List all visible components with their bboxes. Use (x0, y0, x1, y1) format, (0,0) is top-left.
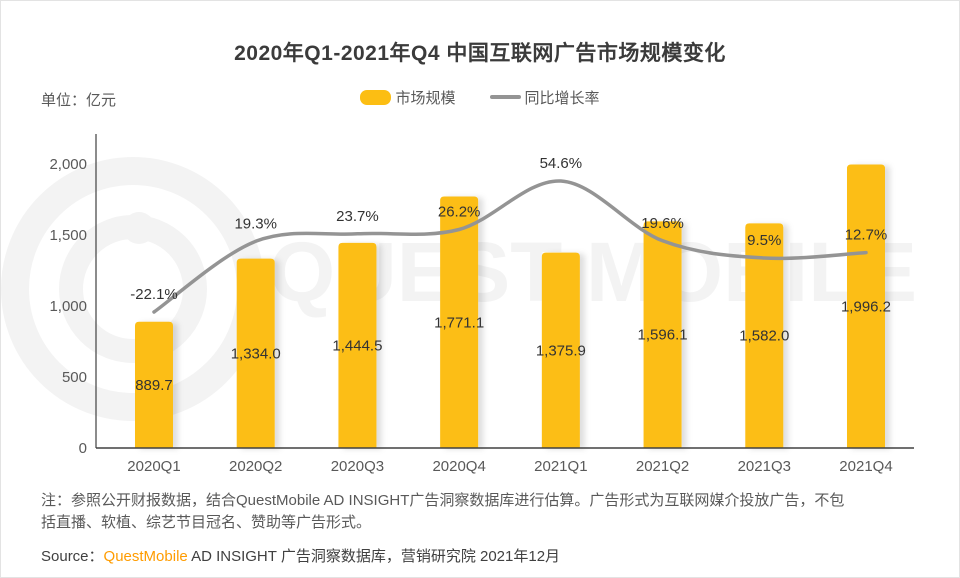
legend-item-growth-rate: 同比增长率 (489, 87, 600, 108)
legend-line-label: 同比增长率 (524, 89, 600, 107)
footnote-line-1: 注：参照公开财报数据，结合QuestMobile AD INSIGHT广告洞察数… (41, 492, 845, 509)
footnote-line-2: 括直播、软植、综艺节目冠名、赞助等广告形式。 (41, 514, 372, 531)
x-tick-label-2020Q2: 2020Q2 (229, 458, 282, 475)
bar-value-label-2020Q2: 1,334.0 (231, 345, 281, 362)
growth-label-2021Q4: 12.7% (845, 227, 888, 244)
bar-2020Q3 (338, 242, 377, 448)
y-tick-label: 2,000 (49, 156, 87, 173)
y-tick-label: 1,000 (49, 298, 87, 315)
unit-label: 单位：亿元 (41, 92, 117, 109)
bar-value-label-2020Q3: 1,444.5 (332, 337, 382, 354)
footnote: 注：参照公开财报数据，结合QuestMobile AD INSIGHT广告洞察数… (41, 490, 941, 534)
bars-group (135, 164, 885, 448)
y-tick-label: 0 (79, 440, 87, 457)
y-tick-label: 1,500 (49, 227, 87, 244)
x-tick-label-2020Q3: 2020Q3 (331, 458, 384, 475)
legend-item-market-size: 市场规模 (360, 87, 456, 108)
source-suffix: AD INSIGHT 广告洞察数据库，营销研究院 2021年12月 (187, 548, 561, 565)
bar-2021Q1 (541, 252, 580, 448)
legend: 市场规模 同比增长率 (1, 87, 959, 107)
legend-bar-label: 市场规模 (395, 89, 456, 107)
line-series-swatch (489, 95, 521, 99)
bar-value-label-2021Q4: 1,996.2 (841, 298, 891, 315)
growth-label-2021Q3: 9.5% (747, 232, 781, 249)
x-tick-label-2021Q1: 2021Q1 (534, 458, 587, 475)
bar-2021Q4 (846, 164, 885, 448)
y-tick-label: 500 (62, 369, 87, 386)
bar-2020Q4 (440, 196, 479, 448)
x-tick-label-2021Q2: 2021Q2 (636, 458, 689, 475)
x-tick-label-2021Q3: 2021Q3 (738, 458, 791, 475)
source-brand: QuestMobile (103, 548, 188, 565)
chart-title: 2020年Q1-2021年Q4 中国互联网广告市场规模变化 (234, 42, 726, 65)
bar-value-label-2020Q4: 1,771.1 (434, 314, 484, 331)
bar-value-label-2021Q3: 1,582.0 (739, 328, 789, 345)
bar-2021Q2 (643, 221, 682, 448)
watermark-dot (123, 212, 155, 244)
x-tick-label-2020Q4: 2020Q4 (432, 458, 485, 475)
growth-label-2020Q3: 23.7% (336, 208, 379, 225)
growth-rate-line (152, 179, 868, 314)
growth-label-2021Q1: 54.6% (540, 155, 583, 172)
watermark-text: QUEST MOBILE (269, 225, 917, 319)
source-prefix: Source： (41, 548, 104, 565)
bar-2020Q2 (236, 258, 275, 448)
x-tick-label-2020Q1: 2020Q1 (127, 458, 180, 475)
bar-2020Q1 (135, 321, 173, 448)
x-tick-label-2021Q4: 2021Q4 (839, 458, 892, 475)
growth-label-2020Q1: -22.1% (130, 286, 178, 303)
source-line: Source：QuestMobile AD INSIGHT 广告洞察数据库，营销… (41, 545, 560, 566)
bar-value-label-2020Q1: 889.7 (135, 377, 173, 394)
bar-value-label-2021Q2: 1,596.1 (638, 327, 688, 344)
bar-2021Q3 (745, 223, 784, 448)
watermark: QUEST MOBILE (1, 157, 917, 421)
growth-label-2020Q4: 26.2% (438, 204, 481, 221)
bar-value-label-2021Q1: 1,375.9 (536, 342, 586, 359)
growth-label-2021Q2: 19.6% (641, 215, 684, 232)
bar-series-swatch (360, 89, 392, 105)
growth-label-2020Q2: 19.3% (234, 215, 277, 232)
